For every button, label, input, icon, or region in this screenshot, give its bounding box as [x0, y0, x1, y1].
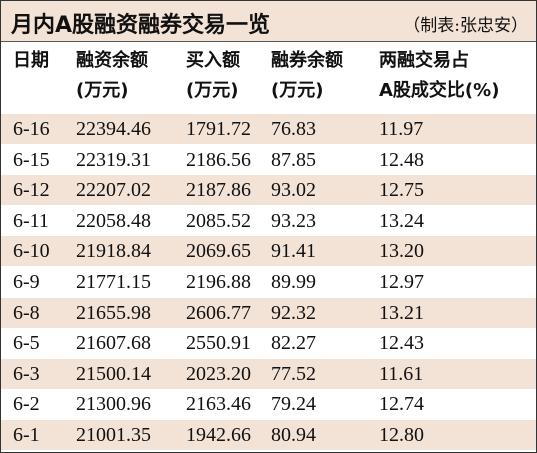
credit: （制表:张忠安） — [403, 16, 528, 36]
table-row: 6-10 21918.84 2069.65 91.41 13.20 — [1, 236, 536, 267]
table-cell: 11.97 — [379, 118, 424, 140]
table-cell: 87.85 — [271, 148, 316, 171]
table-cell: 21300.96 — [76, 393, 151, 416]
table-row: 6-2 21300.96 2163.46 79.24 12.74 — [1, 389, 536, 419]
table-cell: 82.27 — [271, 332, 316, 355]
column-header: 融资余额 — [76, 50, 148, 71]
table-cell: 21918.84 — [76, 240, 151, 263]
table-cell: 6-1 — [13, 424, 40, 446]
table-cell: 21655.98 — [76, 301, 151, 324]
table-row: 6-8 21655.98 2606.77 92.32 13.21 — [1, 297, 536, 328]
table-cell: 2606.77 — [186, 301, 251, 324]
table-cell: 22058.48 — [76, 209, 151, 232]
table-cell: 2085.52 — [186, 209, 251, 232]
table-cell: 22394.46 — [76, 118, 151, 140]
table-cell: 77.52 — [271, 362, 316, 385]
table-cell: 1942.66 — [186, 424, 251, 446]
table-cell: 89.99 — [271, 271, 316, 293]
table-row: 6-5 21607.68 2550.91 82.27 12.43 — [1, 328, 536, 358]
table-cell: 6-9 — [13, 271, 40, 293]
table-cell: 2196.88 — [186, 271, 251, 293]
table-row: 6-11 22058.48 2085.52 93.23 13.24 — [1, 206, 536, 236]
table-cell: 6-2 — [13, 393, 40, 416]
column-header: A股成交比(%) — [379, 80, 500, 101]
table-row: 6-15 22319.31 2186.56 87.85 12.48 — [1, 145, 536, 175]
table-cell: 6-15 — [13, 148, 50, 171]
table-row: 6-16 22394.46 1791.72 76.83 11.97 — [1, 114, 536, 144]
table-row: 6-9 21771.15 2196.88 89.99 12.97 — [1, 267, 536, 297]
table-cell: 6-3 — [13, 362, 40, 385]
table-cell: 22207.02 — [76, 179, 151, 202]
table-cell: 13.21 — [379, 301, 424, 324]
table-cell: 2023.20 — [186, 362, 251, 385]
table-cell: 21771.15 — [76, 271, 151, 293]
table-cell: 80.94 — [271, 424, 316, 446]
table-cell: 12.48 — [379, 148, 424, 171]
table-cell: 13.24 — [379, 209, 424, 232]
table-cell: 12.97 — [379, 271, 424, 293]
table-cell: 92.32 — [271, 301, 316, 324]
table-cell: 12.75 — [379, 179, 424, 202]
table-cell: 2187.86 — [186, 179, 251, 202]
column-header: 买入额 — [186, 50, 240, 71]
table-cell: 6-10 — [13, 240, 50, 263]
table-cell: 1791.72 — [186, 118, 251, 140]
column-header: (万元) — [186, 80, 239, 101]
table-cell: 2069.65 — [186, 240, 251, 263]
table-cell: 76.83 — [271, 118, 316, 140]
title: 月内A股融资融券交易一览 — [11, 13, 271, 38]
table-cell: 6-12 — [13, 179, 50, 202]
table-row: 6-3 21500.14 2023.20 77.52 11.61 — [1, 358, 536, 389]
table-cell: 2186.56 — [186, 148, 251, 171]
table-cell: 11.61 — [379, 362, 424, 385]
table-cell: 21607.68 — [76, 332, 151, 355]
table-cell: 6-8 — [13, 301, 40, 324]
title-bar: 月内A股融资融券交易一览 （制表:张忠安） — [1, 1, 536, 42]
table-cell: 93.23 — [271, 209, 316, 232]
table-cell: 91.41 — [271, 240, 316, 263]
table-cell: 21500.14 — [76, 362, 151, 385]
table-cell: 12.74 — [379, 393, 424, 416]
column-header: 两融交易占 — [379, 50, 469, 71]
column-header: (万元) — [76, 80, 129, 101]
table-cell: 6-16 — [13, 118, 50, 140]
table-cell: 21001.35 — [76, 424, 151, 446]
column-header: 融券余额 — [271, 50, 343, 71]
table-cell: 79.24 — [271, 393, 316, 416]
table-row: 6-12 22207.02 2187.86 93.02 12.75 — [1, 175, 536, 206]
table-cell: 12.80 — [379, 424, 424, 446]
table-row: 6-1 21001.35 1942.66 80.94 12.80 — [1, 420, 536, 450]
table-cell: 13.20 — [379, 240, 424, 263]
table-cell: 93.02 — [271, 179, 316, 202]
table-cell: 12.43 — [379, 332, 424, 355]
table-cell: 2163.46 — [186, 393, 251, 416]
table-cell: 6-5 — [13, 332, 40, 355]
table-cell: 2550.91 — [186, 332, 251, 355]
table-cell: 6-11 — [13, 209, 49, 232]
column-header: (万元) — [271, 80, 324, 101]
column-header: 日期 — [13, 50, 49, 71]
table-cell: 22319.31 — [76, 148, 151, 171]
